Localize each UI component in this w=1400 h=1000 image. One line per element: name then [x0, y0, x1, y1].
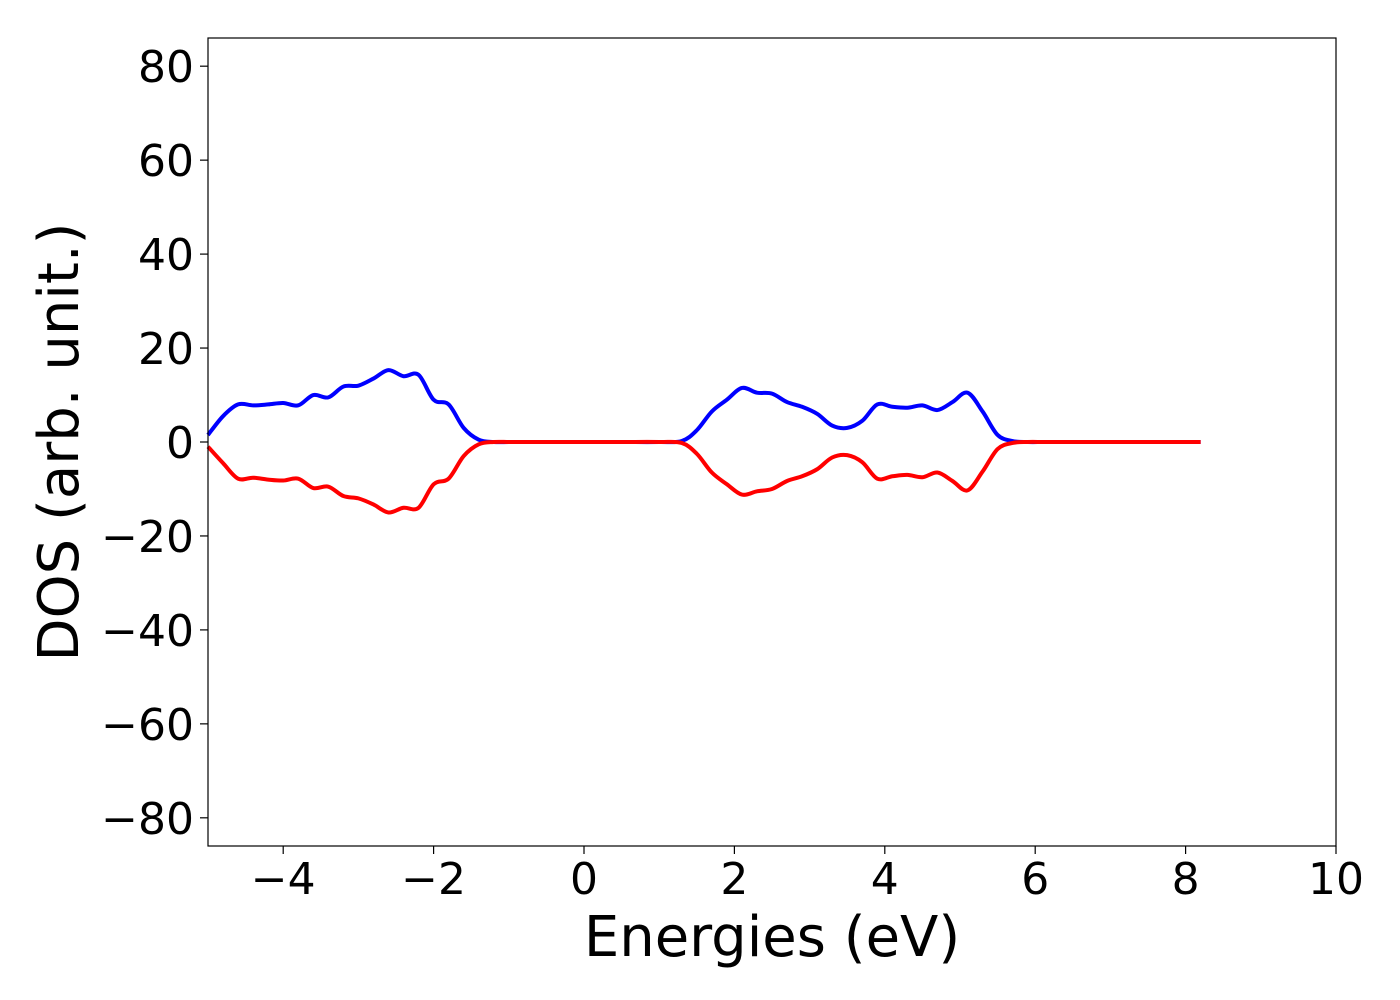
y-tick-label: −80	[101, 794, 194, 845]
x-tick-label: 4	[871, 854, 899, 905]
y-tick-label: 0	[166, 418, 194, 469]
x-tick-label: 2	[720, 854, 748, 905]
x-ticks: −4 −2 0 2 4 6 8 10	[251, 846, 1364, 905]
y-tick-label: 40	[138, 230, 194, 281]
y-tick-label: −20	[101, 512, 194, 563]
series-line-2	[206, 439, 1201, 515]
x-tick-label: 6	[1021, 854, 1049, 905]
y-tick-label: 80	[138, 42, 194, 93]
x-tick-label: 0	[570, 854, 598, 905]
y-tick-label: −40	[101, 606, 194, 657]
x-axis-label: Energies (eV)	[584, 905, 960, 970]
y-tick-label: 20	[138, 324, 194, 375]
x-tick-label: −4	[251, 854, 316, 905]
y-tick-label: −60	[101, 700, 194, 751]
y-axis-label: DOS (arb. unit.)	[27, 222, 92, 661]
y-ticks: 80 60 40 20 0 −20 −40 −60 −80	[101, 42, 208, 845]
y-tick-label: 60	[138, 136, 194, 187]
x-tick-label: 8	[1172, 854, 1200, 905]
x-tick-label: 10	[1308, 854, 1364, 905]
series-line-1	[206, 368, 1201, 445]
series-layer	[206, 368, 1201, 515]
x-tick-label: −2	[401, 854, 466, 905]
